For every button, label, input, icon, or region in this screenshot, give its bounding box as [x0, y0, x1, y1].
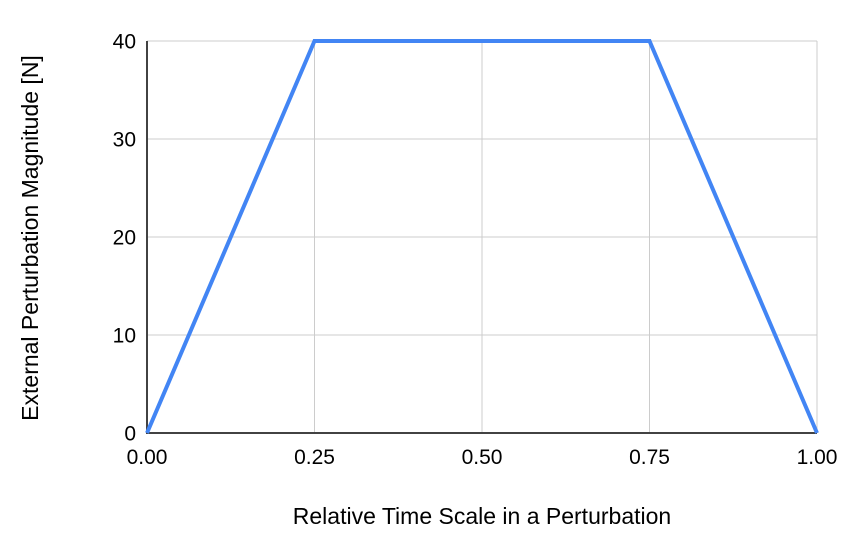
y-tick-label: 20: [113, 227, 136, 250]
x-tick-label: 0.75: [629, 446, 670, 469]
x-axis-title: Relative Time Scale in a Perturbation: [293, 503, 671, 529]
x-tick-label: 0.00: [127, 446, 168, 469]
data-line: [145, 39, 819, 434]
tick-labels: 0 10 20 30 40 0.00 0.25 0.50 0.75 1.00: [113, 31, 838, 470]
y-tick-label: 0: [124, 423, 136, 446]
axes: [146, 41, 817, 434]
gridlines: [147, 40, 818, 433]
y-tick-label: 40: [113, 31, 136, 54]
y-tick-label: 30: [113, 129, 136, 152]
y-tick-label: 10: [113, 325, 136, 348]
x-tick-label: 0.25: [294, 446, 335, 469]
x-tick-label: 0.50: [462, 446, 503, 469]
x-tick-label: 1.00: [797, 446, 838, 469]
y-axis-title: External Perturbation Magnitude [N]: [17, 55, 43, 421]
